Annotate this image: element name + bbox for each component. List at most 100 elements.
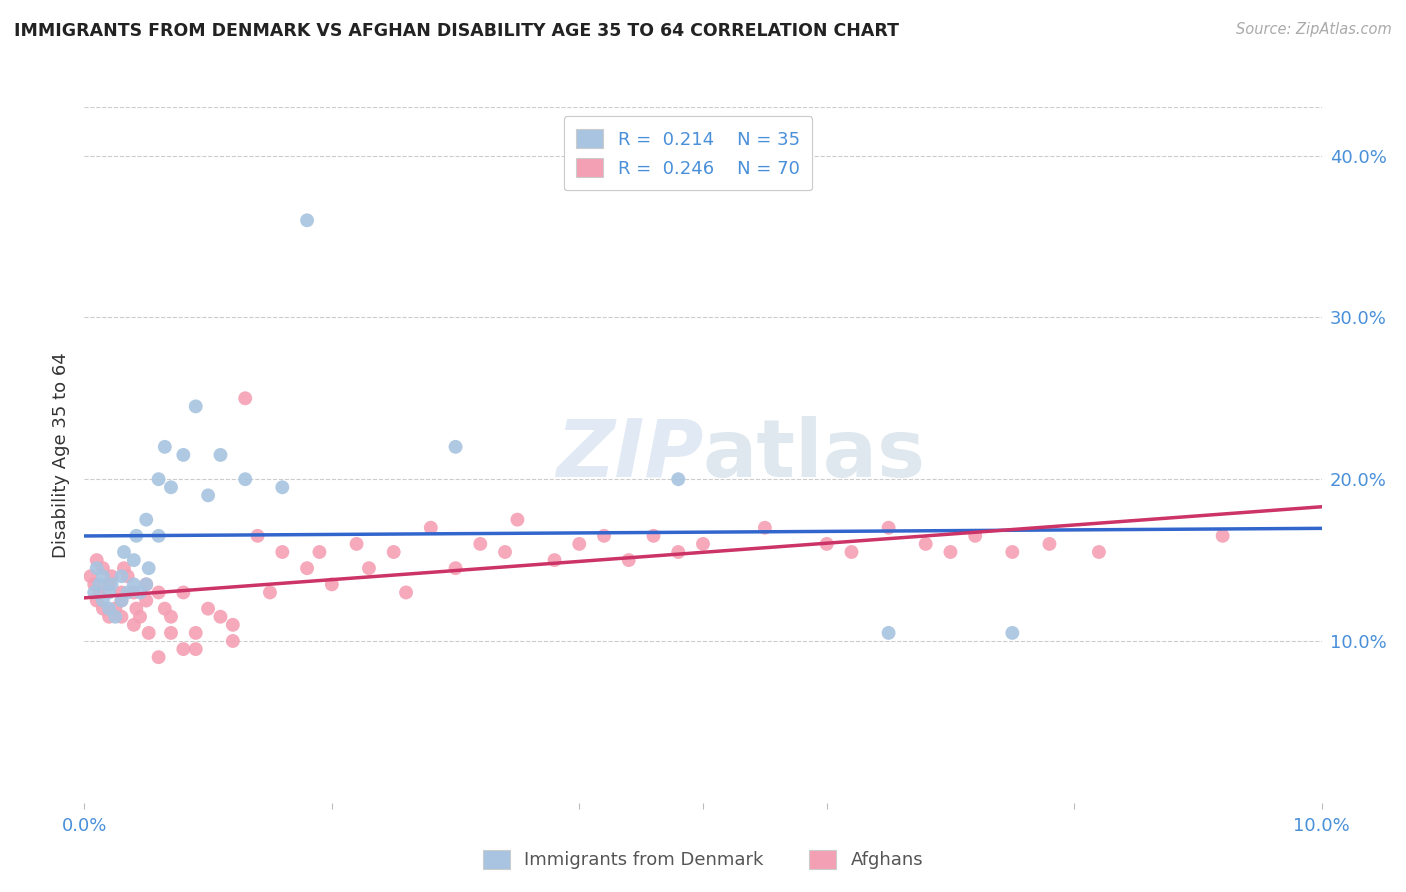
Legend: R =  0.214    N = 35, R =  0.246    N = 70: R = 0.214 N = 35, R = 0.246 N = 70 [564,116,813,190]
Point [100,577,122,591]
Point [666,545,689,559]
Point [172,585,194,599]
Point [197,488,219,502]
Point [135,577,157,591]
Point [110,593,132,607]
Point [346,537,368,551]
Point [117,569,139,583]
Point [122,617,145,632]
Point [135,577,157,591]
Point [222,634,245,648]
Point [91,561,114,575]
Point [617,553,640,567]
Point [543,553,565,567]
Point [184,642,207,657]
Point [89,585,111,599]
Point [184,400,207,414]
Point [112,561,135,575]
Point [98,577,121,591]
Point [222,617,245,632]
Point [100,569,122,583]
Point [135,513,157,527]
Point [110,593,132,607]
Point [1001,626,1024,640]
Point [86,553,108,567]
Point [98,601,121,615]
Point [494,545,516,559]
Point [568,537,591,551]
Point [295,213,318,227]
Point [117,585,139,599]
Point [841,545,863,559]
Point [444,561,467,575]
Point [419,521,441,535]
Point [666,472,689,486]
Point [148,650,170,665]
Point [104,609,127,624]
Point [148,529,170,543]
Point [259,585,281,599]
Point [246,529,269,543]
Point [125,601,148,615]
Point [1088,545,1111,559]
Point [308,545,330,559]
Point [125,529,148,543]
Point [122,577,145,591]
Point [395,585,418,599]
Point [172,448,194,462]
Point [122,553,145,567]
Point [91,569,114,583]
Point [110,569,132,583]
Point [148,472,170,486]
Point [295,561,318,575]
Point [321,577,343,591]
Point [138,561,160,575]
Point [112,545,135,559]
Point [91,601,114,615]
Point [1038,537,1060,551]
Point [271,545,294,559]
Point [98,609,121,624]
Point [86,561,108,575]
Point [89,577,111,591]
Point [593,529,616,543]
Point [815,537,838,551]
Point [382,545,405,559]
Point [1212,529,1234,543]
Point [939,545,962,559]
Text: ZIP: ZIP [555,416,703,494]
Text: IMMIGRANTS FROM DENMARK VS AFGHAN DISABILITY AGE 35 TO 64 CORRELATION CHART: IMMIGRANTS FROM DENMARK VS AFGHAN DISABI… [14,22,898,40]
Point [83,577,105,591]
Point [135,593,157,607]
Point [506,513,529,527]
Point [209,609,232,624]
Point [129,609,152,624]
Point [83,585,105,599]
Point [104,601,127,615]
Point [692,537,714,551]
Point [110,585,132,599]
Point [79,569,101,583]
Point [470,537,492,551]
Point [110,609,132,624]
Point [86,593,108,607]
Point [91,593,114,607]
Point [160,609,183,624]
Point [153,440,176,454]
Text: Source: ZipAtlas.com: Source: ZipAtlas.com [1236,22,1392,37]
Point [877,626,900,640]
Legend: Immigrants from Denmark, Afghans: Immigrants from Denmark, Afghans [474,840,932,879]
Point [643,529,665,543]
Point [148,585,170,599]
Point [357,561,380,575]
Text: atlas: atlas [703,416,927,494]
Point [233,392,256,406]
Point [914,537,936,551]
Point [209,448,232,462]
Point [122,585,145,599]
Point [754,521,776,535]
Point [129,585,152,599]
Point [172,642,194,657]
Point [965,529,987,543]
Point [444,440,467,454]
